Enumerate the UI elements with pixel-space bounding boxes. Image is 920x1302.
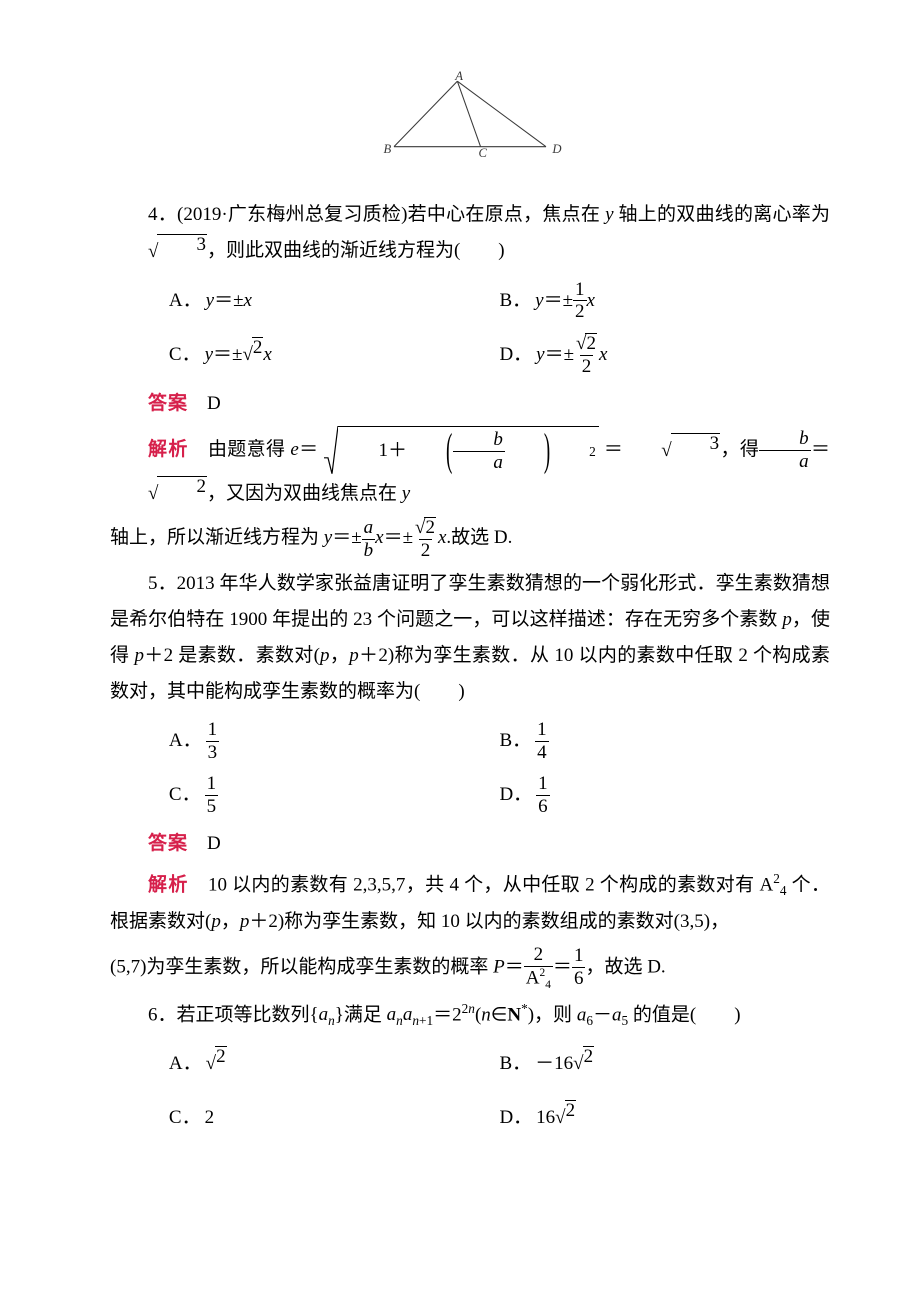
explain-label: 解析 [148,439,189,460]
vertex-label-b: B [383,142,391,156]
triangle-svg: A B C D [375,70,565,160]
q4-stem: 4．(2019·广东梅州总复习质检)若中心在原点，焦点在 y 轴上的双曲线的离心… [110,197,830,270]
q4-option-c: C．y＝±2x [169,328,500,382]
q4-answer: 答案 D [148,386,830,422]
q5-option-b: B．14 [499,714,830,768]
q4-option-a: A．y＝±x [169,274,500,328]
q5-option-d: D．16 [499,768,830,822]
vertex-label-d: D [551,142,561,156]
page: A B C D 4．(2019·广东梅州总复习质检)若中心在原点，焦点在 y 轴… [0,0,920,1302]
q6-options: A．2 B．－162 C．2 D．162 [169,1037,830,1145]
explain-label: 解析 [148,875,189,896]
q5-explanation-cont: (5,7)为孪生素数，所以能构成孪生素数的概率 P＝2A24＝16，故选 D. [110,944,830,992]
figure-triangle: A B C D [110,70,830,173]
q5-stem: 5．2013 年华人数学家张益唐证明了孪生素数猜想的一个弱化形式．孪生素数猜想是… [110,566,830,710]
q6-stem: 6．若正项等比数列{an}满足 anan+1＝22n(n∈N*)，则 a6－a5… [110,996,830,1033]
vertex-label-a: A [454,70,463,83]
q4-explanation-cont: 轴上，所以渐近线方程为 y＝±abx＝±22x.故选 D. [110,516,830,561]
q5-explanation: 解析 10 以内的素数有 2,3,5,7，共 4 个，从中任取 2 个构成的素数… [110,866,830,940]
q5-answer-value: D [207,833,221,854]
q4-option-d: D．y＝±22x [499,328,830,382]
q4-answer-value: D [207,393,221,414]
answer-label: 答案 [148,833,188,854]
q6-option-a: A．2 [169,1037,500,1091]
q5-answer: 答案 D [148,826,830,862]
q5-options: A．13 B．14 C．15 D．16 [169,714,830,822]
vertex-label-c: C [478,146,487,160]
q6-option-c: C．2 [169,1091,500,1145]
q4-option-b: B．y＝±12x [499,274,830,328]
q5-option-a: A．13 [169,714,500,768]
q6-option-b: B．－162 [499,1037,830,1091]
q4-explanation: 解析 由题意得 e＝ 1＋(ba)2 ＝3，得ba＝2，又因为双曲线焦点在 y [110,426,830,512]
q6-option-d: D．162 [499,1091,830,1145]
q5-option-c: C．15 [169,768,500,822]
answer-label: 答案 [148,393,188,414]
q4-options: A．y＝±x B．y＝±12x C．y＝±2x D．y＝±22x [169,274,830,382]
